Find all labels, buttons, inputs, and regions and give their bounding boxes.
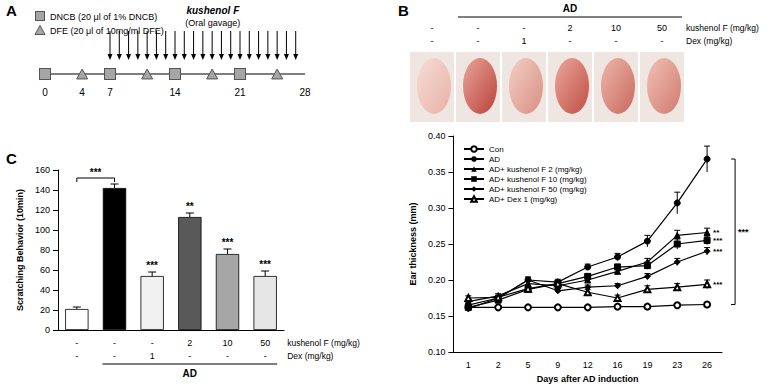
svg-text:***: ***	[738, 227, 749, 237]
svg-text:-: -	[431, 36, 434, 46]
svg-text:-: -	[75, 338, 78, 348]
svg-text:**: **	[186, 201, 194, 212]
svg-text:-: -	[113, 351, 116, 361]
svg-text:DFE (20 μl of 10mg/ml DFE): DFE (20 μl of 10mg/ml DFE)	[50, 25, 164, 36]
svg-text:0.15: 0.15	[428, 311, 446, 321]
svg-text:***: ***	[713, 236, 723, 245]
svg-text:9: 9	[555, 360, 560, 370]
svg-text:-: -	[75, 351, 78, 361]
svg-text:-: -	[151, 338, 154, 348]
svg-text:***: ***	[90, 167, 102, 178]
svg-text:AD: AD	[183, 368, 197, 379]
svg-text:120: 120	[35, 205, 50, 215]
svg-text:-: -	[431, 23, 434, 33]
svg-text:-: -	[661, 36, 664, 46]
svg-text:0.10: 0.10	[428, 347, 446, 357]
svg-text:10: 10	[222, 338, 232, 348]
svg-text:40: 40	[40, 285, 50, 295]
svg-text:0.30: 0.30	[428, 203, 446, 213]
svg-text:100: 100	[35, 225, 50, 235]
svg-text:21: 21	[234, 87, 246, 98]
svg-text:***: ***	[146, 260, 158, 271]
svg-text:-: -	[226, 351, 229, 361]
svg-text:10: 10	[611, 23, 621, 33]
svg-text:AD+ kushenol F 2 (mg/kg): AD+ kushenol F 2 (mg/kg)	[489, 165, 582, 174]
svg-text:Con: Con	[489, 145, 504, 154]
svg-text:***: ***	[713, 247, 723, 256]
svg-text:***: ***	[713, 280, 723, 289]
svg-text:AD: AD	[563, 3, 577, 14]
svg-text:20: 20	[40, 305, 50, 315]
svg-text:kushenol F (mg/kg): kushenol F (mg/kg)	[686, 23, 759, 33]
svg-text:0.35: 0.35	[428, 167, 446, 177]
svg-text:***: ***	[259, 259, 271, 270]
svg-text:19: 19	[642, 360, 652, 370]
svg-text:(Oral gavage): (Oral gavage)	[185, 18, 240, 28]
svg-text:-: -	[523, 23, 526, 33]
svg-text:Ear thickness (mm): Ear thickness (mm)	[408, 202, 418, 285]
svg-text:2: 2	[187, 338, 192, 348]
svg-text:0.40: 0.40	[428, 131, 446, 141]
svg-text:80: 80	[40, 245, 50, 255]
svg-text:160: 160	[35, 165, 50, 175]
svg-text:-: -	[113, 338, 116, 348]
svg-text:-: -	[569, 36, 572, 46]
svg-text:DNCB (20 μl of 1% DNCB): DNCB (20 μl of 1% DNCB)	[50, 12, 157, 22]
svg-text:140: 140	[35, 185, 50, 195]
svg-text:AD+ kushenol F 50 (mg/kg): AD+ kushenol F 50 (mg/kg)	[489, 185, 587, 194]
svg-text:***: ***	[222, 237, 234, 248]
svg-text:-: -	[615, 36, 618, 46]
svg-text:1: 1	[150, 351, 155, 361]
svg-text:1: 1	[521, 36, 526, 46]
svg-text:Dex (mg/kg): Dex (mg/kg)	[287, 351, 333, 361]
svg-text:-: -	[477, 36, 480, 46]
html-text:C: C	[6, 150, 17, 167]
svg-text:1: 1	[466, 360, 471, 370]
svg-text:2: 2	[567, 23, 572, 33]
svg-text:0.25: 0.25	[428, 239, 446, 249]
svg-text:Scratching Behavior (10min): Scratching Behavior (10min)	[15, 189, 25, 311]
svg-text:0: 0	[42, 87, 48, 98]
svg-text:AD+ Dex 1 (mg/kg): AD+ Dex 1 (mg/kg)	[489, 195, 558, 204]
svg-text:26: 26	[702, 360, 712, 370]
svg-text:4: 4	[79, 87, 85, 98]
svg-text:28: 28	[299, 87, 311, 98]
svg-text:7: 7	[107, 87, 113, 98]
svg-text:60: 60	[40, 265, 50, 275]
svg-text:Days after AD induction: Days after AD induction	[537, 374, 639, 384]
svg-text:0: 0	[45, 325, 50, 335]
svg-text:16: 16	[613, 360, 623, 370]
svg-text:-: -	[477, 23, 480, 33]
html-text:B: B	[398, 2, 409, 19]
svg-text:kushenol F: kushenol F	[186, 5, 240, 16]
svg-text:Dex (mg/kg): Dex (mg/kg)	[686, 36, 732, 46]
svg-text:-: -	[264, 351, 267, 361]
html-text:A: A	[6, 2, 17, 19]
svg-text:2: 2	[496, 360, 501, 370]
svg-text:14: 14	[169, 87, 181, 98]
svg-text:23: 23	[672, 360, 682, 370]
svg-text:-: -	[188, 351, 191, 361]
svg-text:50: 50	[260, 338, 270, 348]
svg-text:5: 5	[526, 360, 531, 370]
svg-text:50: 50	[657, 23, 667, 33]
svg-text:AD: AD	[489, 155, 500, 164]
svg-text:0.20: 0.20	[428, 275, 446, 285]
svg-text:kushenol F (mg/kg): kushenol F (mg/kg)	[287, 338, 360, 348]
svg-text:12: 12	[583, 360, 593, 370]
svg-text:AD+ kushenol F 10 (mg/kg): AD+ kushenol F 10 (mg/kg)	[489, 175, 587, 184]
